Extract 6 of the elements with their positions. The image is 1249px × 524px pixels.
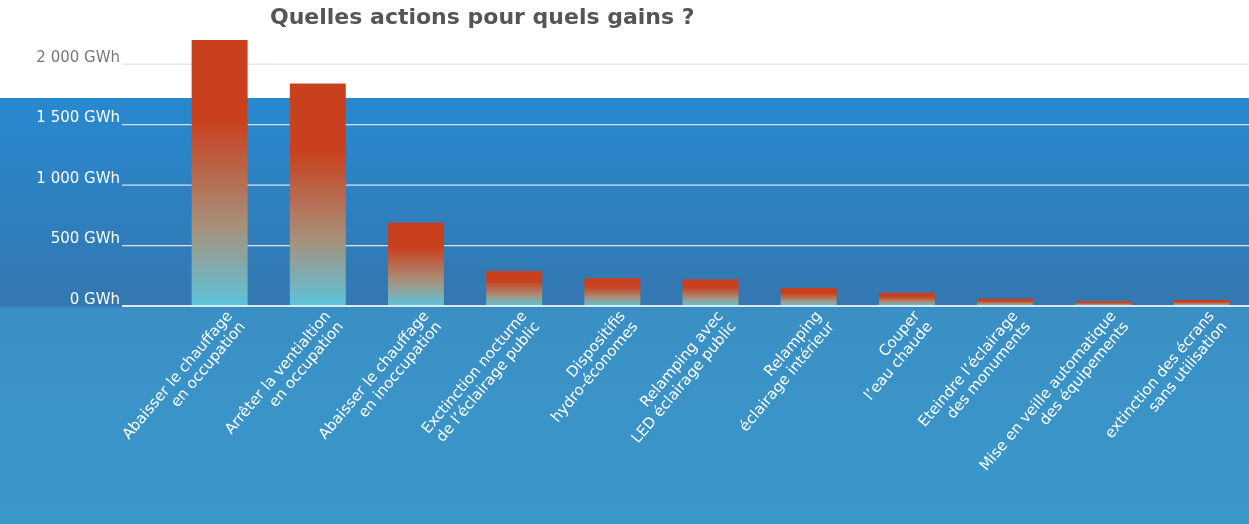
y-tick-label: 500 GWh bbox=[50, 229, 120, 248]
y-tick-label: 2 000 GWh bbox=[36, 47, 120, 66]
y-tick-label: 0 GWh bbox=[69, 289, 120, 308]
y-tick-label: 1 500 GWh bbox=[36, 108, 120, 127]
y-tick-label: 1 000 GWh bbox=[36, 168, 120, 187]
chart-title: Quelles actions pour quels gains ? bbox=[270, 4, 695, 29]
